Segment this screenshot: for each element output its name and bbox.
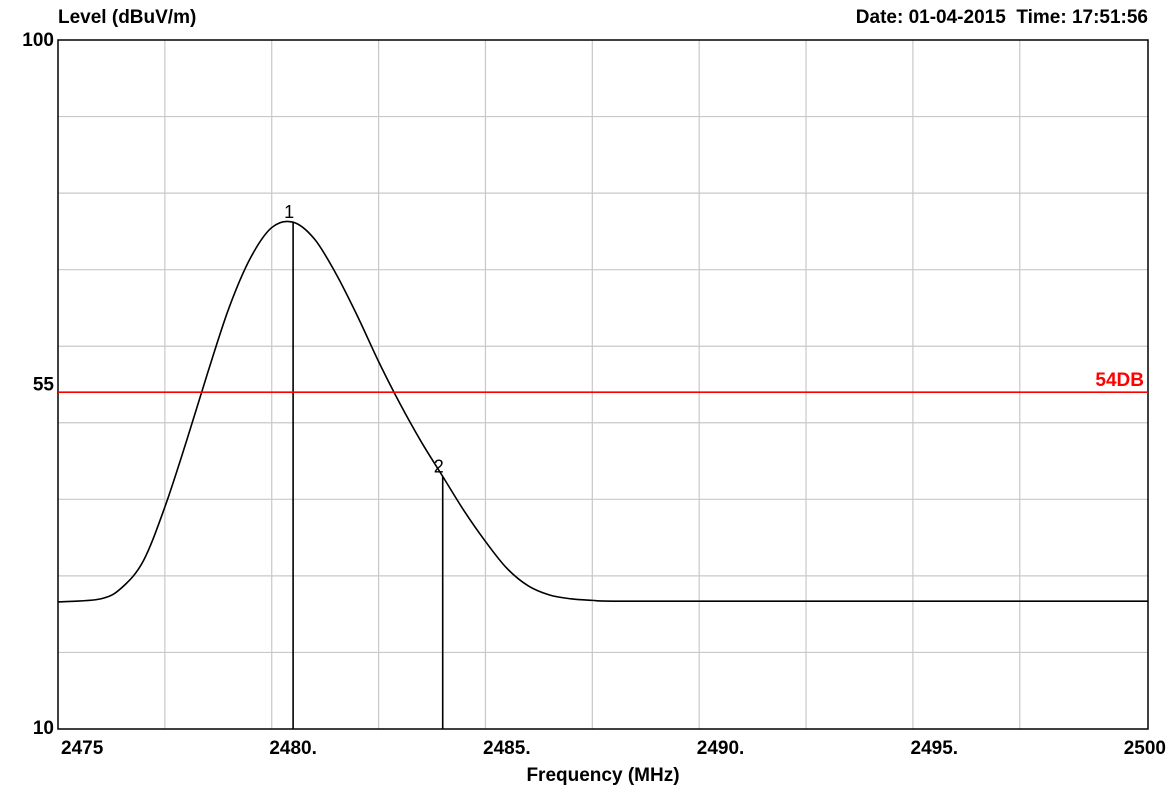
y-axis-title: Level (dBuV/m) <box>58 7 196 28</box>
limit-line-label: 54DB <box>1095 370 1144 391</box>
marker-layer: 12 <box>284 202 444 729</box>
x-tick-label: 2480. <box>269 738 317 759</box>
timestamp: Date: 01-04-2015 Time: 17:51:56 <box>856 7 1148 28</box>
series-layer <box>57 220 1148 603</box>
plot-frame <box>57 39 1149 730</box>
y-tick-label: 100 <box>22 30 54 51</box>
y-tick-label: 55 <box>33 375 55 396</box>
marker-label: 1 <box>284 202 294 222</box>
x-axis-title: Frequency (MHz) <box>526 765 679 786</box>
x-tick-label: 2485. <box>483 738 531 759</box>
limit-layer: 54DB <box>58 370 1148 393</box>
gridlines <box>58 40 1148 729</box>
x-tick-label: 2490. <box>697 738 745 759</box>
x-tick-label: 2500 <box>1124 738 1166 759</box>
x-tick-label: 2475 <box>61 738 104 759</box>
tick-labels: 2475 2480. 2485. 2490. 2495. 2500 100 55 10 <box>22 30 1166 759</box>
marker-label: 2 <box>434 456 444 476</box>
series-line <box>57 220 1148 603</box>
y-tick-label: 10 <box>33 718 54 739</box>
x-tick-label: 2495. <box>911 738 959 759</box>
